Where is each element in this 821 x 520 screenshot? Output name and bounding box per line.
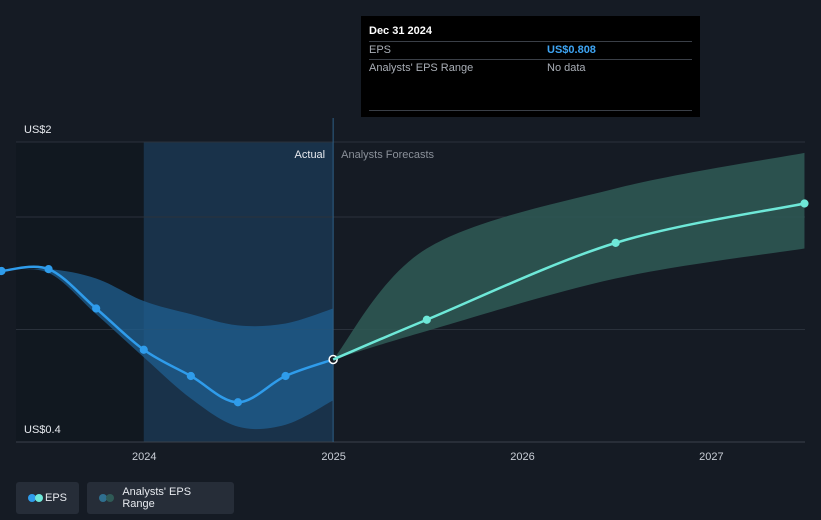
tooltip-eps-label: EPS xyxy=(369,44,392,56)
tooltip-eps-value: US$0.808 xyxy=(547,44,596,56)
legend-eps-button[interactable]: EPS xyxy=(16,482,79,514)
data-point-actual-4 xyxy=(186,371,195,381)
data-point-forecast-2 xyxy=(611,238,620,247)
actual-label: Actual xyxy=(295,149,326,161)
legend-range-label: Analysts' EPS Range xyxy=(122,486,192,510)
x-tick-label-2025: 2025 xyxy=(321,451,345,463)
tooltip-date: Dec 31 2024 xyxy=(369,24,692,42)
forecast-label: Analysts Forecasts xyxy=(341,149,434,161)
tooltip-range-label: Analysts' EPS Range xyxy=(369,62,474,74)
tooltip: Dec 31 2024 EPS US$0.808 Analysts' EPS R… xyxy=(361,16,700,117)
x-tick-label-2026: 2026 xyxy=(510,451,534,463)
y-tick-label-bottom: US$0.4 xyxy=(24,424,61,436)
series-line-actual xyxy=(1,265,334,404)
x-tick-label-2024: 2024 xyxy=(132,451,156,463)
legend-range-button[interactable]: Analysts' EPS Range xyxy=(87,482,234,514)
legend-eps-label: EPS xyxy=(44,492,67,504)
tooltip-row-range: Analysts' EPS Range No data xyxy=(369,60,692,77)
y-tick-label-top: US$2 xyxy=(24,124,52,136)
eps-legend-icon xyxy=(28,494,43,502)
series-line-forecast xyxy=(332,202,805,361)
data-point-actual-0 xyxy=(0,266,6,276)
range-band-forecast xyxy=(333,152,805,360)
tooltip-divider xyxy=(369,77,692,111)
range-band-actual xyxy=(1,268,334,430)
data-point-actual-1 xyxy=(44,265,53,274)
data-point-forecast-1 xyxy=(422,315,431,324)
data-point-actual-3 xyxy=(139,345,148,354)
data-point-forecast-3 xyxy=(800,199,809,208)
tooltip-row-eps: EPS US$0.808 xyxy=(369,42,692,60)
range-legend-icon xyxy=(99,494,114,502)
x-tick-label-2027: 2027 xyxy=(699,451,723,463)
data-point-actual-6 xyxy=(281,371,290,381)
tooltip-range-value: No data xyxy=(547,62,586,74)
data-point-actual-5 xyxy=(233,398,243,407)
data-point-actual-2 xyxy=(92,304,101,313)
